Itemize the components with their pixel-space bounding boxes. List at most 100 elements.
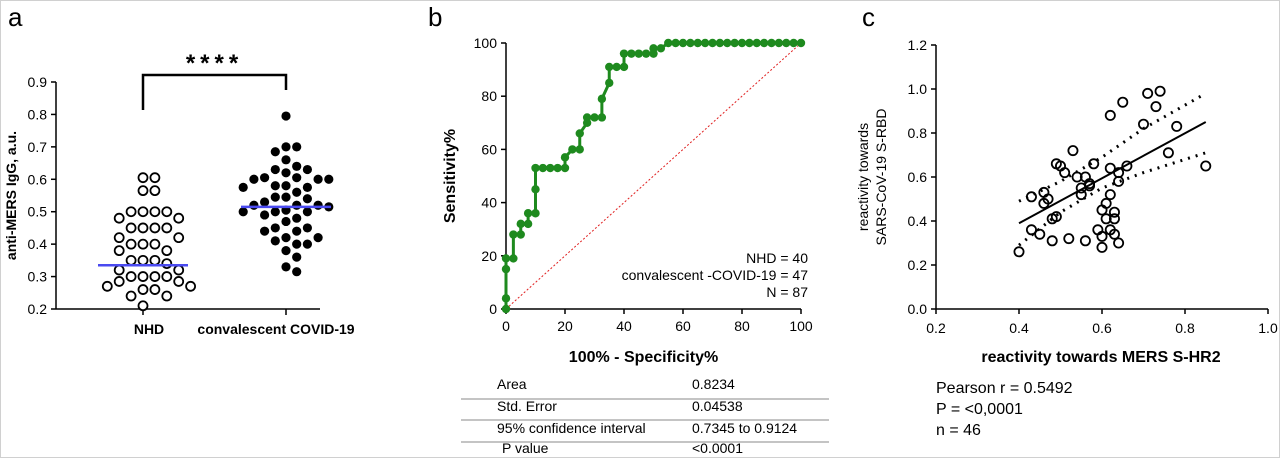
data-point-covid [281,111,291,121]
scatter-point-c [1088,158,1100,170]
roc-point [759,38,769,48]
data-point-covid [292,142,302,152]
roc-point [678,38,688,48]
roc-point [560,163,570,173]
y-tick-label-b: 60 [481,141,497,157]
data-point-nhd [137,185,149,197]
scatter-point-c [1084,178,1096,190]
data-point-covid [324,174,334,184]
data-point-nhd [149,172,161,184]
scatter-point-c [1138,118,1150,130]
significance-bracket [141,73,288,110]
data-point-covid [292,161,302,171]
data-point-covid [260,226,270,236]
roc-point [693,38,702,48]
data-point-nhd [173,264,185,276]
data-point-nhd [149,222,161,234]
roc-point [560,153,570,162]
roc-point [501,254,511,263]
scatter-point-c [1117,96,1129,108]
stats-text-c: P = <0,0001 [936,401,1023,418]
data-point-covid [281,262,291,272]
table-value: 0.7345 to 0.9124 [692,420,797,436]
scatter-point-c [1113,237,1125,249]
data-point-nhd [125,271,137,282]
scatter-point-c [1059,167,1071,179]
data-point-nhd [113,232,125,244]
data-point-nhd [113,212,125,224]
scatter-point-c [1034,228,1046,240]
annotation-b: NHD = 40 [746,250,808,266]
y-tick-label-b: 20 [481,248,497,264]
scatter-point-c [1075,189,1087,201]
data-point-covid [260,210,270,220]
x-tick-label-b: 80 [734,318,750,334]
roc-point [575,145,584,154]
roc-point [752,38,761,48]
significance-stars: **** [186,50,243,77]
data-point-nhd [125,222,137,234]
scatter-point-c [1104,162,1116,174]
data-point-covid [238,182,248,192]
scatter-point-c [1100,213,1112,225]
y-tick-label-c: 1.0 [908,81,928,97]
scatter-point-c [1108,228,1120,240]
annotation-b: convalescent -COVID-19 = 47 [622,267,809,283]
roc-point [531,185,540,194]
x-axis-label-c: reactivity towards MERS S-HR2 [981,349,1220,366]
roc-point [715,38,725,48]
roc-point [516,219,525,229]
y-tick-label-c: 0.4 [908,213,928,229]
roc-point [671,38,680,48]
data-point-nhd [137,222,149,234]
data-point-nhd [185,280,197,292]
scatter-point-c [1108,206,1120,218]
y-tick-label-b: 80 [481,88,497,104]
roc-point [745,38,754,48]
data-point-nhd [137,238,149,250]
roc-point [509,254,518,263]
scatter-point-c [1142,87,1154,99]
x-tick-label-b: 60 [675,318,691,334]
roc-point [708,38,717,48]
scatter-point-c [1121,160,1133,172]
roc-point [605,62,614,72]
roc-point [612,62,621,72]
y-tick-label-b: 0 [489,301,497,317]
data-point-covid [292,252,302,262]
data-point-covid [313,174,323,184]
data-point-nhd [125,238,137,250]
data-point-covid [270,147,280,157]
y-tick-label-c: 0.8 [908,125,928,141]
data-point-covid [281,192,291,202]
roc-point [523,219,533,229]
data-point-covid [281,168,291,178]
roc-point [531,163,540,173]
data-point-nhd [161,245,173,257]
data-point-covid [281,155,291,165]
data-point-covid [302,207,312,217]
x-tick-label-b: 40 [616,318,632,334]
roc-point [656,44,666,53]
roc-point [686,38,695,48]
scatter-point-c [1108,213,1120,225]
roc-point [575,129,584,138]
data-point-covid [281,233,291,243]
y-tick-label-b: 100 [474,35,498,51]
roc-point [796,38,806,48]
data-point-covid [260,197,270,207]
data-point-covid [270,236,280,246]
roc-point [619,62,629,72]
data-point-covid [292,213,302,223]
y-tick-label-a: 0.3 [28,269,48,285]
data-point-nhd [137,172,149,184]
data-point-nhd [161,271,173,282]
roc-point [597,113,607,122]
confidence-band-upper [1018,92,1207,203]
data-point-nhd [161,290,173,302]
annotation-b: N = 87 [766,284,808,300]
table-value: 0.04538 [692,398,743,414]
scatter-point-c [1154,85,1166,97]
table-value: <0.0001 [692,440,743,456]
scatter-point-c [1171,120,1183,132]
